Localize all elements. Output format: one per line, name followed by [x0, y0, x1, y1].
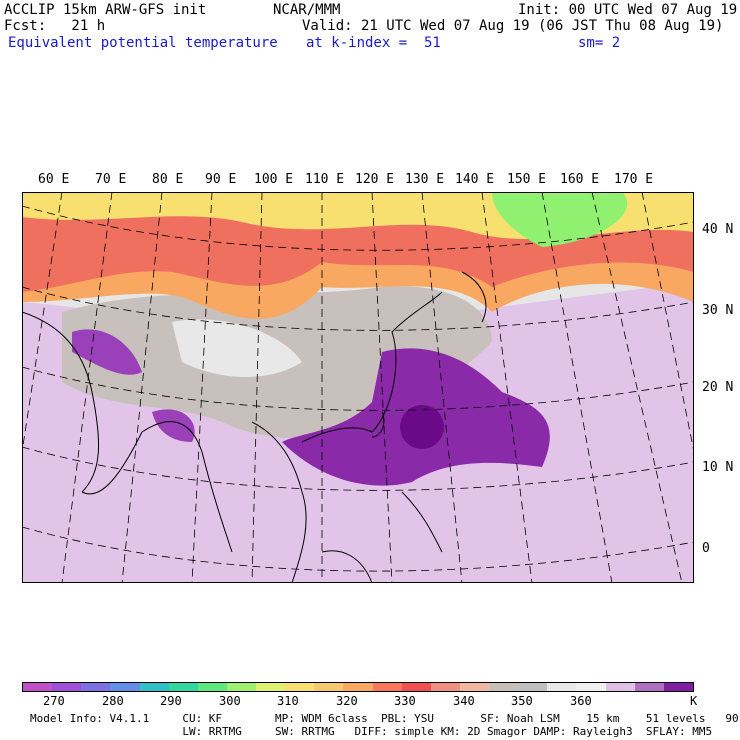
- bay-field: [152, 409, 195, 442]
- colorbar-tick: 360: [570, 694, 592, 708]
- colorbar-swatch: [459, 683, 489, 691]
- colorbar-swatch: [372, 683, 402, 691]
- theta-e-map: [22, 192, 694, 583]
- lon-label: 150 E: [507, 172, 547, 187]
- smoothing: sm= 2: [578, 35, 621, 51]
- colorbar-swatch: [23, 683, 53, 691]
- colorbar-tick: 300: [219, 694, 241, 708]
- colorbar-swatch: [52, 683, 82, 691]
- lat-label: 20 N: [702, 380, 734, 395]
- colorbar-swatch: [343, 683, 373, 691]
- colorbar-swatch: [576, 683, 606, 691]
- colorbar: [22, 682, 694, 692]
- lon-label: 80 E: [152, 172, 184, 187]
- lat-label: 0: [702, 541, 710, 556]
- lon-label: 160 E: [560, 172, 600, 187]
- colorbar-swatch: [401, 683, 431, 691]
- colorbar-tick: 330: [394, 694, 416, 708]
- colorbar-swatch: [547, 683, 577, 691]
- lon-label: 120 E: [355, 172, 395, 187]
- field-name: Equivalent potential temperature: [8, 35, 278, 51]
- lon-label: 130 E: [405, 172, 445, 187]
- colorbar-swatch: [605, 683, 635, 691]
- green-north: [492, 192, 628, 247]
- colorbar-swatch: [256, 683, 286, 691]
- colorbar-swatch: [81, 683, 111, 691]
- model-title: ACCLIP 15km ARW-GFS init: [4, 2, 207, 18]
- map-frame: [22, 192, 694, 583]
- colorbar-tick: 270: [43, 694, 65, 708]
- valid-time: Valid: 21 UTC Wed 07 Aug 19 (06 JST Thu …: [302, 18, 724, 34]
- colorbar-swatch: [634, 683, 664, 691]
- model-info-line1: Model Info: V4.1.1 CU: KF MP: WDM 6class…: [30, 712, 740, 725]
- lon-label: 140 E: [455, 172, 495, 187]
- level-index: at k-index = 51: [306, 35, 441, 51]
- lon-label: 90 E: [205, 172, 237, 187]
- lon-label: 170 E: [614, 172, 654, 187]
- coastlines: [22, 271, 487, 583]
- lat-label: 10 N: [702, 460, 734, 475]
- colorbar-swatch: [430, 683, 460, 691]
- lat-label: 40 N: [702, 222, 734, 237]
- colorbar-swatch: [314, 683, 344, 691]
- lon-label: 60 E: [38, 172, 70, 187]
- graticule: [22, 192, 694, 583]
- colorbar-tick: 340: [453, 694, 475, 708]
- colorbar-swatch: [518, 683, 548, 691]
- colorbar-swatch: [489, 683, 519, 691]
- init-time: Init: 00 UTC Wed 07 Aug 19: [518, 2, 738, 18]
- lon-label: 100 E: [254, 172, 294, 187]
- colorbar-tick: 320: [336, 694, 358, 708]
- colorbar-tick: 350: [511, 694, 533, 708]
- bengal-field: [72, 329, 142, 375]
- lon-label: 110 E: [305, 172, 345, 187]
- colorbar-swatch: [197, 683, 227, 691]
- colorbar-swatch: [663, 683, 693, 691]
- colorbar-tick: 290: [160, 694, 182, 708]
- institution: NCAR/MMM: [273, 2, 341, 18]
- lat-label: 30 N: [702, 303, 734, 318]
- forecast-hour: Fcst: 21 h: [4, 18, 106, 34]
- typhoon-core: [400, 405, 444, 449]
- colorbar-swatch: [168, 683, 198, 691]
- colorbar-tick: 310: [277, 694, 299, 708]
- lon-label: 70 E: [95, 172, 127, 187]
- colorbar-swatch: [226, 683, 256, 691]
- colorbar-tick: 280: [102, 694, 124, 708]
- plateau-field: [172, 319, 302, 377]
- colorbar-swatch: [110, 683, 140, 691]
- colorbar-swatch: [139, 683, 169, 691]
- model-info-line2: LW: RRTMG SW: RRTMG DIFF: simple KM: 2D …: [30, 725, 713, 738]
- colorbar-unit: K: [690, 694, 698, 708]
- colorbar-swatch: [285, 683, 315, 691]
